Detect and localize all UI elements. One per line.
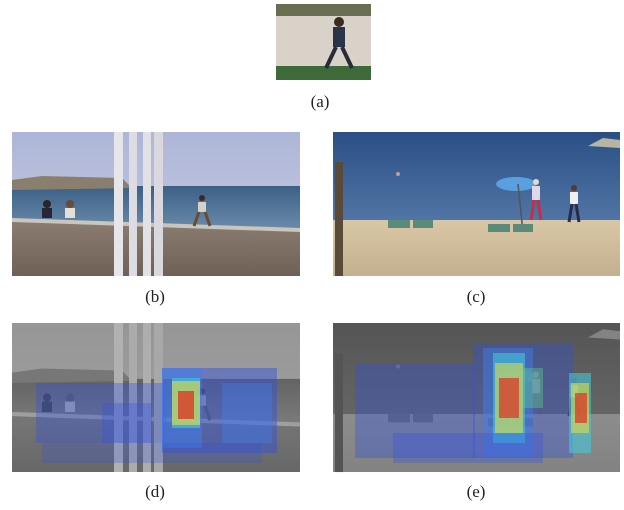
caption: (e): [467, 482, 486, 501]
figure: (a) (b) (c) (d) (e): [0, 0, 624, 510]
heat-cell: [499, 378, 519, 418]
page: (a) (b) (c) (d) (e) (() => { const data …: [0, 0, 624, 510]
image-e: [333, 323, 620, 472]
heat-cell: [102, 403, 152, 443]
heat-cell: [222, 383, 272, 443]
caption: (d): [145, 482, 165, 501]
heat-cell: [178, 391, 194, 419]
heat-cell: [523, 368, 543, 408]
image-d: [12, 323, 300, 472]
image-a: [276, 4, 371, 80]
caption: (b): [145, 287, 165, 306]
image-b: [12, 132, 300, 276]
heat-cell: [393, 433, 543, 463]
heat-cell: [42, 443, 262, 463]
caption: (a): [311, 92, 330, 111]
caption: (c): [467, 287, 486, 306]
heat-cell: [575, 393, 587, 423]
image-c: [333, 132, 620, 276]
